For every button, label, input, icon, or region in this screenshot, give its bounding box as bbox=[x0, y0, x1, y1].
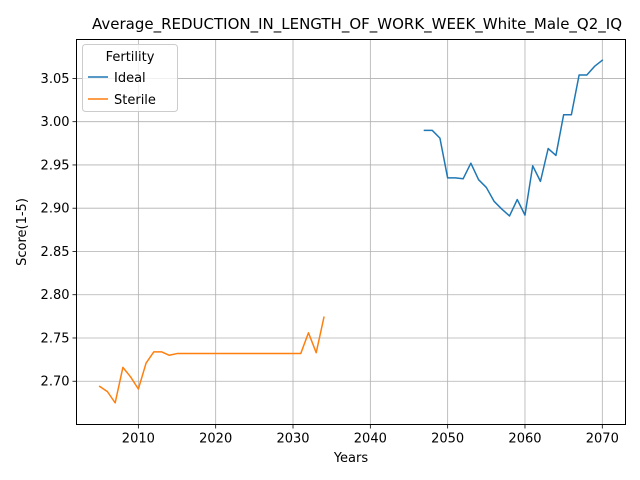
x-tick-label: 2020 bbox=[199, 432, 232, 447]
x-tick-label: 2050 bbox=[431, 432, 464, 447]
y-tick-label: 2.75 bbox=[41, 331, 70, 346]
y-tick-label: 3.05 bbox=[41, 72, 70, 87]
y-axis: 2.70 2.75 2.80 2.85 2.90 2.95 3.00 3.05 bbox=[41, 72, 77, 390]
x-tick-label: 2070 bbox=[586, 432, 619, 447]
grid-lines bbox=[76, 39, 626, 425]
y-tick-label: 2.90 bbox=[41, 202, 70, 217]
chart-title: Average_REDUCTION_IN_LENGTH_OF_WORK_WEEK… bbox=[92, 15, 622, 34]
y-tick-label: 2.80 bbox=[41, 288, 70, 303]
series-line-sterile bbox=[98, 316, 325, 404]
legend-box bbox=[82, 44, 178, 112]
y-tick-label: 2.95 bbox=[41, 158, 70, 173]
x-axis-title: Years bbox=[333, 451, 369, 466]
legend-label-sterile: Sterile bbox=[114, 93, 156, 108]
legend: Fertility Ideal Sterile bbox=[82, 44, 178, 112]
y-tick-label: 3.00 bbox=[41, 115, 70, 130]
y-tick-label: 2.70 bbox=[41, 375, 70, 390]
x-tick-label: 2030 bbox=[276, 432, 309, 447]
x-tick-label: 2040 bbox=[354, 432, 387, 447]
x-tick-label: 2010 bbox=[122, 432, 155, 447]
plot-area-frame bbox=[76, 39, 626, 425]
y-tick-label: 2.85 bbox=[41, 245, 70, 260]
x-axis: 2010 2020 2030 2040 2050 2060 2070 bbox=[122, 424, 619, 447]
series-lines bbox=[98, 59, 604, 404]
x-tick-label: 2060 bbox=[508, 432, 541, 447]
y-axis-title: Score(1-5) bbox=[15, 198, 30, 266]
legend-label-ideal: Ideal bbox=[114, 71, 146, 86]
series-line-ideal bbox=[423, 59, 604, 217]
legend-title: Fertility bbox=[106, 50, 155, 65]
